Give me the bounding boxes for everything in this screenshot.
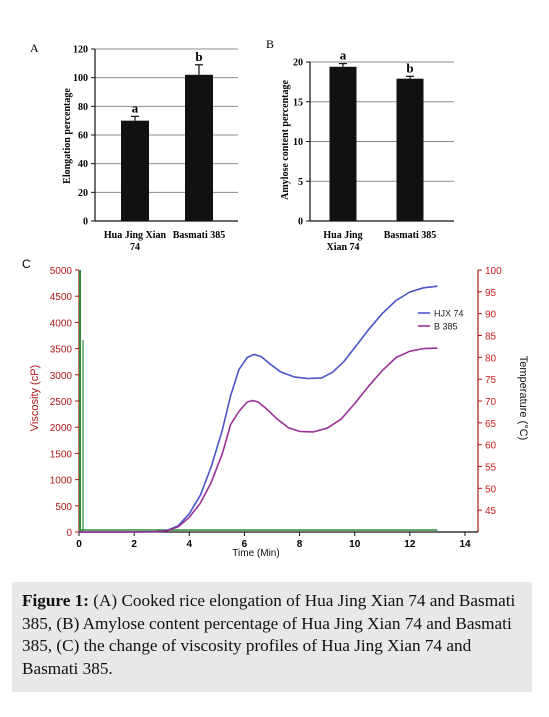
- panel-a: A Elongation percentage 0 20 40 60 80 100 120 a…: [30, 41, 238, 253]
- x-tick-label: 10: [349, 539, 361, 550]
- category-label: Basmati 385: [384, 230, 437, 241]
- y-tick-label: 20: [293, 58, 303, 69]
- caption-label: Figure 1:: [22, 591, 89, 610]
- y2-tick-label: 55: [485, 463, 497, 474]
- y2-tick-label: 50: [485, 484, 497, 495]
- legend-label: HJX 74: [434, 309, 464, 319]
- panel-c-label: C: [22, 257, 31, 271]
- y-tick-label: 40: [78, 159, 88, 170]
- category-label: Xian 74: [326, 242, 359, 253]
- y-tick-label: 3000: [50, 371, 73, 382]
- y-tick-label: 4500: [50, 292, 73, 303]
- y2-tick-label: 80: [485, 353, 497, 364]
- bar: [185, 74, 213, 221]
- y2-tick-label: 90: [485, 310, 497, 321]
- y-tick-label: 100: [73, 73, 88, 84]
- y2-tick-label: 85: [485, 332, 497, 343]
- y-tick-label: 1000: [50, 476, 73, 487]
- x-tick-label: 4: [187, 539, 193, 550]
- significance-letter: a: [340, 48, 347, 63]
- category-label: Basmati 385: [173, 230, 226, 241]
- significance-letter: b: [195, 49, 202, 64]
- x-tick-label: 8: [297, 539, 303, 550]
- y-tick-label: 4000: [50, 318, 73, 329]
- panel-c-xlabel: Time (Min): [232, 548, 279, 559]
- y2-tick-label: 65: [485, 419, 497, 430]
- figure-caption: Figure 1: (A) Cooked rice elongation of …: [12, 582, 532, 692]
- y-tick-label: 60: [78, 131, 88, 142]
- y2-tick-label: 95: [485, 288, 497, 299]
- x-tick-label: 2: [131, 539, 137, 550]
- panel-a-label: A: [30, 41, 39, 55]
- figure-svg: A Elongation percentage 020406080100120a…: [22, 37, 529, 559]
- y-tick-label: 3500: [50, 345, 73, 356]
- y-tick-label: 1500: [50, 449, 73, 460]
- x-tick-label: 14: [459, 539, 471, 550]
- y-tick-label: 15: [293, 97, 303, 108]
- y-tick-label: 0: [83, 217, 88, 228]
- caption-text: (A) Cooked rice elongation of Hua Jing X…: [22, 591, 516, 678]
- y-tick-label: 10: [293, 137, 303, 148]
- y-tick-label: 20: [78, 188, 88, 199]
- series-line: [79, 347, 438, 533]
- category-label: Hua Jing: [323, 230, 362, 241]
- legend-label: B 385: [434, 322, 458, 332]
- y-tick-label: 500: [55, 502, 72, 513]
- y2-tick-label: 100: [485, 266, 502, 277]
- panel-c: C Viscosity (cP) Temperature (°C) Time (…: [22, 257, 529, 559]
- y2-tick-label: 70: [485, 397, 497, 408]
- y-tick-label: 5000: [50, 266, 73, 277]
- y2-tick-label: 45: [485, 506, 497, 517]
- panel-b-ylabel: Amylose content percentage: [280, 80, 291, 200]
- category-label: Hua Jing Xian: [104, 230, 167, 241]
- panel-b-label: B: [266, 37, 274, 51]
- x-tick-label: 12: [404, 539, 416, 550]
- panel-c-ylabel: Viscosity (cP): [29, 365, 41, 431]
- series-line: [79, 285, 438, 533]
- x-tick-label: 0: [76, 539, 82, 550]
- y-tick-label: 80: [78, 102, 88, 113]
- y-tick-label: 120: [73, 45, 88, 56]
- y2-tick-label: 75: [485, 375, 497, 386]
- y-tick-label: 0: [66, 528, 72, 539]
- y-tick-label: 5: [298, 177, 303, 188]
- y-tick-label: 2500: [50, 397, 73, 408]
- y2-tick-label: 60: [485, 441, 497, 452]
- bar: [121, 120, 149, 221]
- category-label: 74: [130, 242, 140, 253]
- panel-a-ylabel: Elongation percentage: [62, 88, 73, 184]
- bar: [396, 78, 424, 221]
- y-tick-label: 0: [298, 217, 303, 228]
- significance-letter: a: [132, 100, 139, 115]
- panel-c-y2label: Temperature (°C): [517, 356, 529, 440]
- panel-b: B Amylose content percentage 0 5 10 15 20 a Hu…: [266, 37, 454, 253]
- y-tick-label: 2000: [50, 423, 73, 434]
- x-tick-label: 6: [242, 539, 248, 550]
- bar: [329, 66, 357, 222]
- significance-letter: b: [406, 60, 413, 75]
